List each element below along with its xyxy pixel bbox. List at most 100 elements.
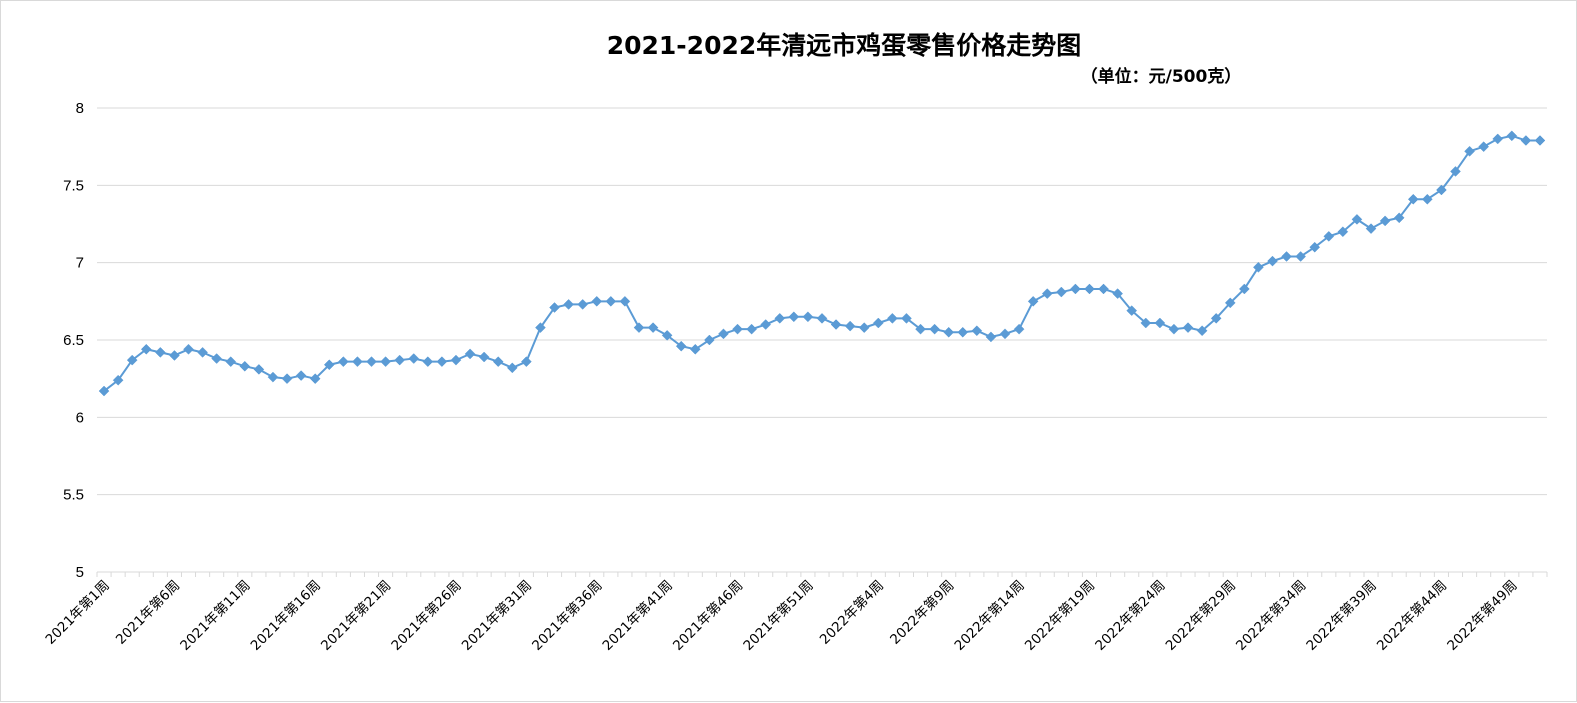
x-tick-labels: 2021年第1周 2021年第6周2021年第11周2021年第16周2021年第… bbox=[42, 577, 1521, 654]
data-point bbox=[239, 360, 251, 372]
data-point bbox=[816, 312, 828, 324]
y-tick-label: 7 bbox=[76, 255, 84, 272]
x-tick-label: 2022年第19周 bbox=[1021, 577, 1098, 654]
data-point bbox=[1238, 283, 1250, 295]
data-point bbox=[971, 325, 983, 337]
data-point bbox=[1140, 317, 1152, 329]
data-point bbox=[633, 322, 645, 333]
data-point bbox=[225, 356, 237, 368]
data-point bbox=[774, 312, 786, 324]
data-point bbox=[126, 354, 138, 366]
data-point bbox=[661, 330, 673, 341]
data-point bbox=[1464, 145, 1475, 157]
data-point bbox=[464, 348, 476, 360]
data-point bbox=[1450, 166, 1461, 177]
data-point bbox=[1168, 323, 1180, 335]
x-tick-label: 2021年第21周 bbox=[317, 577, 394, 654]
series-line bbox=[103, 134, 1540, 392]
data-point bbox=[1492, 133, 1504, 145]
data-point bbox=[140, 343, 152, 355]
data-point bbox=[450, 354, 462, 366]
data-point bbox=[858, 322, 870, 333]
chart-title: 2021-2022年清远市鸡蛋零售价格走势图 bbox=[607, 31, 1082, 60]
data-point bbox=[1379, 215, 1391, 227]
x-tick-label: 2021年第11周 bbox=[177, 577, 254, 654]
data-point bbox=[591, 295, 603, 307]
data-point bbox=[689, 343, 701, 355]
data-point bbox=[394, 354, 406, 366]
series-price bbox=[98, 130, 1546, 397]
data-point bbox=[323, 359, 335, 371]
data-point bbox=[619, 295, 631, 307]
data-point bbox=[999, 328, 1011, 340]
x-tick-label: 2021年第1周 bbox=[42, 577, 113, 648]
x-tick-label: 2022年第49周 bbox=[1444, 577, 1521, 654]
data-point bbox=[521, 356, 532, 368]
data-point bbox=[830, 319, 842, 330]
data-point bbox=[1196, 325, 1208, 337]
data-point bbox=[352, 356, 363, 368]
data-point bbox=[169, 350, 180, 361]
data-point bbox=[98, 385, 110, 397]
data-point bbox=[197, 347, 208, 358]
y-tick-labels: 5 5.5 6 6.5 7 7.5 8 bbox=[63, 100, 84, 581]
y-tick-label: 6 bbox=[76, 409, 84, 426]
data-point bbox=[732, 323, 743, 335]
data-point bbox=[183, 343, 194, 355]
data-point bbox=[1407, 193, 1419, 205]
data-point bbox=[788, 311, 800, 323]
data-point bbox=[1084, 283, 1095, 295]
x-tick-label: 2021年第41周 bbox=[599, 577, 676, 654]
x-tick-label: 2022年第39周 bbox=[1303, 577, 1380, 654]
data-point bbox=[1520, 135, 1532, 146]
x-tick-label: 2022年第34周 bbox=[1232, 577, 1309, 654]
data-point bbox=[1534, 135, 1546, 146]
data-point bbox=[802, 311, 814, 323]
data-point bbox=[1126, 305, 1138, 316]
data-point bbox=[1041, 288, 1053, 299]
data-point bbox=[1281, 251, 1292, 262]
x-tick-label: 2021年第16周 bbox=[247, 577, 324, 654]
x-tick-label: 2022年第24周 bbox=[1092, 577, 1169, 654]
data-point bbox=[506, 362, 518, 374]
x-tick-label: 2022年第44周 bbox=[1373, 577, 1450, 654]
data-point bbox=[760, 319, 772, 330]
data-point bbox=[1267, 255, 1278, 267]
data-point bbox=[309, 373, 321, 385]
data-point bbox=[605, 295, 617, 307]
data-point bbox=[901, 312, 912, 324]
data-point bbox=[211, 353, 223, 364]
data-point bbox=[915, 323, 926, 335]
data-point bbox=[1436, 184, 1447, 196]
data-point bbox=[718, 328, 729, 340]
x-tick-label: 2021年第36周 bbox=[528, 577, 605, 654]
x-tick-label: 2021年第6周 bbox=[112, 577, 183, 648]
data-point bbox=[478, 351, 490, 363]
data-point bbox=[1210, 312, 1222, 324]
data-point bbox=[1421, 193, 1433, 205]
y-tick-label: 7.5 bbox=[63, 177, 84, 194]
data-point bbox=[1182, 322, 1194, 333]
data-point bbox=[1055, 286, 1067, 298]
data-point bbox=[1070, 283, 1081, 295]
data-point bbox=[267, 371, 279, 383]
data-point bbox=[704, 334, 715, 346]
data-point bbox=[577, 299, 589, 310]
data-point bbox=[366, 356, 377, 368]
data-point bbox=[1351, 214, 1363, 225]
data-point bbox=[563, 299, 574, 310]
data-point bbox=[872, 317, 884, 329]
gridlines bbox=[97, 107, 1547, 496]
data-point bbox=[1154, 317, 1166, 329]
data-point bbox=[1224, 297, 1236, 309]
y-tick-label: 5 bbox=[76, 564, 84, 581]
data-point bbox=[1365, 223, 1377, 234]
data-point bbox=[746, 323, 757, 335]
data-point bbox=[549, 302, 560, 313]
data-point bbox=[1013, 323, 1025, 335]
data-point bbox=[647, 322, 659, 333]
data-point bbox=[957, 326, 969, 338]
data-point bbox=[338, 356, 349, 368]
x-tick-label: 2022年第29周 bbox=[1162, 577, 1239, 654]
